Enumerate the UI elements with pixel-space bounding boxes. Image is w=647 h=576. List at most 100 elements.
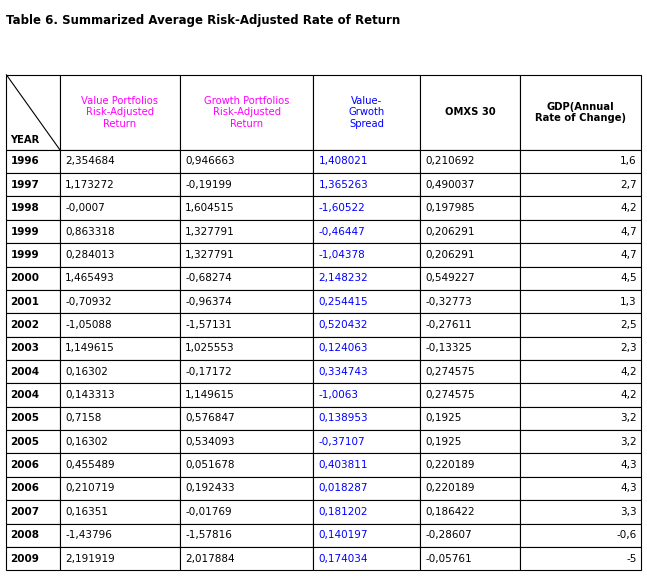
Text: 0,210719: 0,210719 [65, 483, 115, 494]
Bar [60, 150, 180, 173]
Bar [180, 407, 314, 430]
Bar [180, 173, 314, 196]
Bar [60, 524, 180, 547]
Bar [520, 336, 641, 360]
Bar [6, 173, 60, 196]
Bar [180, 430, 314, 453]
Bar [180, 220, 314, 243]
Bar [6, 453, 60, 477]
Bar [314, 243, 421, 267]
Bar [421, 430, 520, 453]
Text: 0,490037: 0,490037 [426, 180, 475, 190]
Bar [520, 500, 641, 524]
Text: 0,520432: 0,520432 [319, 320, 368, 330]
Bar [421, 500, 520, 524]
Text: -1,05088: -1,05088 [65, 320, 112, 330]
Bar [421, 220, 520, 243]
Bar [314, 430, 421, 453]
Bar [60, 407, 180, 430]
Bar [60, 196, 180, 220]
Text: 0,16302: 0,16302 [65, 437, 108, 447]
Text: 4,7: 4,7 [620, 250, 637, 260]
Text: 0,206291: 0,206291 [426, 250, 475, 260]
Text: 0,254415: 0,254415 [319, 297, 368, 306]
Bar [6, 336, 60, 360]
Bar [6, 196, 60, 220]
Text: 2,3: 2,3 [620, 343, 637, 353]
Text: 0,863318: 0,863318 [65, 226, 115, 237]
Bar [6, 500, 60, 524]
Text: -0,13325: -0,13325 [426, 343, 472, 353]
Bar [520, 384, 641, 407]
Bar [421, 453, 520, 477]
Bar [180, 196, 314, 220]
Bar [314, 267, 421, 290]
Bar [6, 524, 60, 547]
Bar [6, 75, 60, 150]
Bar [6, 150, 60, 173]
Bar [520, 547, 641, 570]
Text: 2007: 2007 [10, 507, 39, 517]
Text: 1,408021: 1,408021 [319, 157, 368, 166]
Text: 0,210692: 0,210692 [426, 157, 475, 166]
Text: 0,143313: 0,143313 [65, 390, 115, 400]
Text: -5: -5 [626, 554, 637, 563]
Text: -0,28607: -0,28607 [426, 530, 472, 540]
Text: 1996: 1996 [10, 157, 39, 166]
Bar [520, 313, 641, 336]
Bar [314, 220, 421, 243]
Bar [60, 267, 180, 290]
Text: -0,05761: -0,05761 [426, 554, 472, 563]
Text: 2,017884: 2,017884 [185, 554, 235, 563]
Text: 0,220189: 0,220189 [426, 483, 475, 494]
Bar [314, 150, 421, 173]
Text: 1998: 1998 [10, 203, 39, 213]
Text: -0,70932: -0,70932 [65, 297, 112, 306]
Text: -0,0007: -0,0007 [65, 203, 105, 213]
Bar [314, 547, 421, 570]
Bar [314, 453, 421, 477]
Text: 2004: 2004 [10, 390, 39, 400]
Bar [180, 547, 314, 570]
Bar [6, 547, 60, 570]
Text: -1,60522: -1,60522 [319, 203, 366, 213]
Text: -0,37107: -0,37107 [319, 437, 366, 447]
Text: 0,124063: 0,124063 [319, 343, 368, 353]
Bar [6, 430, 60, 453]
Bar [421, 196, 520, 220]
Bar [520, 196, 641, 220]
Bar [180, 336, 314, 360]
Bar [314, 384, 421, 407]
Bar [520, 75, 641, 150]
Text: GDP(Annual
Rate of Change): GDP(Annual Rate of Change) [535, 101, 626, 123]
Bar [520, 407, 641, 430]
Text: 0,186422: 0,186422 [426, 507, 475, 517]
Text: -0,46447: -0,46447 [319, 226, 366, 237]
Bar [6, 313, 60, 336]
Text: 1999: 1999 [10, 250, 39, 260]
Text: 0,051678: 0,051678 [185, 460, 235, 470]
Text: 2009: 2009 [10, 554, 39, 563]
Text: 4,7: 4,7 [620, 226, 637, 237]
Text: 2005: 2005 [10, 437, 39, 447]
Bar [180, 75, 314, 150]
Text: -0,32773: -0,32773 [426, 297, 472, 306]
Bar [6, 407, 60, 430]
Text: -1,43796: -1,43796 [65, 530, 112, 540]
Bar [60, 453, 180, 477]
Bar [421, 336, 520, 360]
Bar [421, 313, 520, 336]
Text: 1,465493: 1,465493 [65, 273, 115, 283]
Text: 0,284013: 0,284013 [65, 250, 115, 260]
Bar [520, 524, 641, 547]
Bar [60, 547, 180, 570]
Bar [421, 173, 520, 196]
Bar [314, 75, 421, 150]
Text: Value Portfolios
Risk-Adjusted
Return: Value Portfolios Risk-Adjusted Return [82, 96, 159, 129]
Text: 0,16351: 0,16351 [65, 507, 108, 517]
Text: 0,334743: 0,334743 [319, 367, 368, 377]
Text: -0,68274: -0,68274 [185, 273, 232, 283]
Bar [314, 336, 421, 360]
Text: 3,2: 3,2 [620, 414, 637, 423]
Text: 2,7: 2,7 [620, 180, 637, 190]
